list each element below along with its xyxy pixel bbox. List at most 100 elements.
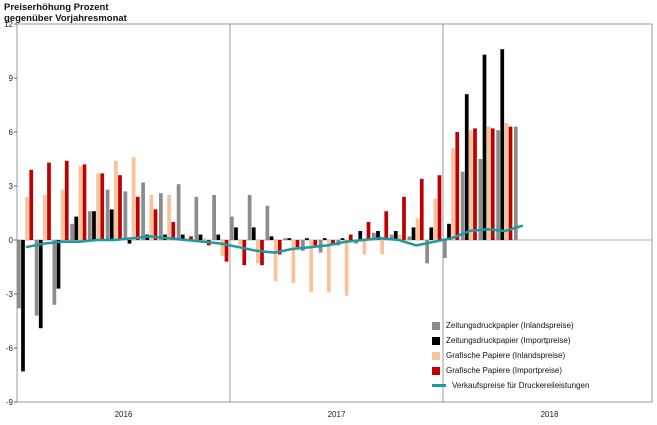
bar-3-16 — [313, 240, 318, 246]
bar-2-10 — [202, 238, 207, 240]
bar-0-11 — [212, 195, 216, 240]
legend-item-zeitung-inland: Zeitungsdruckpapier (Inlandspreise) — [432, 318, 589, 333]
legend-label: Zeitungsdruckpapier (Importpreise) — [446, 336, 571, 345]
bar-0-16 — [301, 240, 305, 251]
bar-3-9 — [189, 236, 193, 240]
bar-0-21 — [389, 234, 394, 240]
bar-3-7 — [153, 209, 158, 240]
y-tick-label: 0 — [9, 236, 14, 245]
legend-label: Zeitungsdruckpapier (Inlandspreise) — [446, 321, 574, 330]
bar-3-27 — [508, 126, 513, 240]
bar-0-26 — [478, 159, 483, 240]
bar-0-5 — [105, 189, 110, 240]
bar-1-5 — [109, 209, 114, 240]
bar-0-6 — [123, 191, 128, 240]
legend-swatch — [432, 321, 440, 330]
bar-1-11 — [216, 234, 221, 240]
bar-3-18 — [348, 234, 353, 240]
bar-2-4 — [96, 173, 100, 240]
bar-1-0 — [21, 240, 25, 372]
bar-0-25 — [460, 171, 465, 240]
legend-item-grafisch-inland: Grafische Papiere (Inlandspreise) — [432, 348, 589, 363]
bar-2-0 — [25, 196, 29, 240]
bar-0-28 — [514, 126, 518, 240]
bar-1-14 — [269, 236, 274, 240]
bar-3-6 — [135, 196, 140, 240]
bar-0-7 — [141, 182, 145, 240]
bar-0-15 — [283, 238, 287, 240]
bar-2-23 — [433, 198, 438, 240]
bar-1-23 — [429, 227, 434, 240]
bar-1-13 — [251, 227, 256, 240]
y-tick-label: 9 — [9, 74, 14, 83]
legend-item-grafisch-import: Grafische Papiere (Importpreise) — [432, 363, 589, 378]
bar-0-9 — [176, 184, 181, 240]
bar-2-18 — [344, 240, 349, 296]
bar-2-25 — [469, 130, 473, 240]
bar-1-17 — [322, 238, 327, 240]
bar-2-14 — [273, 240, 278, 282]
bar-1-24 — [447, 223, 451, 240]
legend-swatch — [432, 351, 440, 360]
bar-2-26 — [486, 126, 491, 240]
bar-0-3 — [70, 223, 74, 240]
bar-2-15 — [291, 240, 296, 284]
bar-1-9 — [180, 234, 185, 240]
bar-0-14 — [265, 205, 270, 240]
bar-1-18 — [340, 238, 345, 240]
legend-swatch — [432, 336, 440, 345]
x-year-label: 2018 — [541, 410, 559, 419]
bar-3-8 — [171, 222, 176, 240]
bar-3-26 — [490, 128, 495, 240]
bar-1-15 — [287, 238, 292, 240]
bar-3-24 — [455, 132, 460, 240]
bar-3-21 — [402, 196, 406, 240]
bar-1-6 — [127, 240, 132, 244]
y-tick-label: 12 — [4, 20, 13, 29]
bar-2-6 — [131, 157, 136, 240]
bar-2-16 — [309, 240, 313, 293]
bar-3-25 — [473, 128, 477, 240]
bar-2-12 — [238, 240, 242, 246]
chart-legend: Zeitungsdruckpapier (Inlandspreise) Zeit… — [432, 318, 589, 393]
y-tick-label: -3 — [6, 290, 14, 299]
bar-0-20 — [372, 232, 376, 240]
chart-title-line-1: Preiserhöhung Prozent — [4, 2, 109, 13]
bar-1-27 — [500, 49, 505, 241]
bar-3-5 — [118, 175, 122, 240]
bar-0-24 — [443, 240, 447, 258]
bar-3-20 — [384, 211, 389, 240]
bar-3-0 — [29, 169, 34, 240]
bar-2-22 — [415, 218, 420, 240]
bar-3-15 — [295, 240, 300, 248]
legend-swatch — [432, 366, 440, 375]
series-line-0 — [25, 224, 524, 254]
bar-2-8 — [167, 195, 171, 240]
bar-2-19 — [362, 240, 367, 255]
legend-label: Grafische Papiere (Inlandspreise) — [446, 351, 566, 360]
legend-item-zeitung-import: Zeitungsdruckpapier (Importpreise) — [432, 333, 589, 348]
bar-2-5 — [114, 160, 118, 240]
bar-1-1 — [38, 240, 43, 329]
bar-3-14 — [277, 240, 282, 255]
bar-1-16 — [305, 238, 309, 240]
x-year-label: 2016 — [115, 410, 133, 419]
bar-0-23 — [425, 240, 429, 264]
bar-1-3 — [74, 216, 79, 240]
bar-0-27 — [496, 130, 500, 240]
bar-1-20 — [376, 231, 380, 240]
bar-2-2 — [60, 189, 65, 240]
legend-item-druckereileistungen: Verkaufspreise für Druckereileistungen — [432, 378, 589, 393]
bar-1-10 — [198, 234, 203, 240]
bar-0-0 — [17, 240, 21, 309]
bar-1-26 — [482, 54, 487, 240]
bar-3-22 — [419, 178, 424, 240]
bar-1-4 — [92, 211, 96, 240]
bar-0-8 — [159, 193, 163, 240]
bar-0-12 — [230, 216, 234, 240]
bar-3-2 — [64, 160, 69, 240]
bar-1-21 — [393, 231, 398, 240]
bar-2-27 — [504, 123, 509, 240]
plot-frame — [16, 23, 653, 403]
y-tick-label: -6 — [6, 344, 14, 353]
